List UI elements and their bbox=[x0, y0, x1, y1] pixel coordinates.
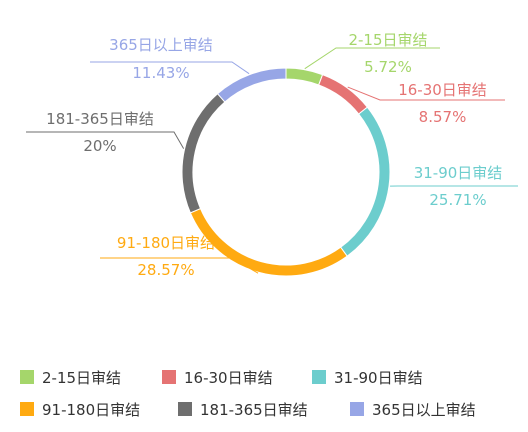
slice-0[interactable] bbox=[285, 67, 324, 86]
legend-item-3[interactable]: 91-180日审结 bbox=[20, 401, 140, 419]
slice-2[interactable] bbox=[339, 106, 391, 257]
slice-label-category-5: 365日以上审结 bbox=[109, 36, 213, 54]
slice-label-category-1: 16-30日审结 bbox=[398, 81, 487, 99]
legend: 2-15日审结 16-30日审结 31-90日审结 91-180日审结 181-365日… bbox=[20, 369, 476, 419]
slice-label-category-3: 91-180日审结 bbox=[117, 234, 215, 252]
slice-4[interactable] bbox=[181, 92, 226, 214]
slice-1[interactable] bbox=[318, 74, 369, 115]
legend-swatch-1 bbox=[162, 370, 176, 384]
legend-item-1[interactable]: 16-30日审结 bbox=[162, 369, 273, 387]
legend-item-5[interactable]: 365日以上审结 bbox=[350, 401, 476, 419]
legend-swatch-0 bbox=[20, 370, 34, 384]
slice-label-category-0: 2-15日审结 bbox=[348, 31, 427, 49]
legend-swatch-3 bbox=[20, 402, 34, 416]
legend-label-1: 16-30日审结 bbox=[184, 369, 273, 387]
slice-5[interactable] bbox=[216, 67, 287, 103]
slices-layer bbox=[181, 67, 391, 277]
legend-label-0: 2-15日审结 bbox=[42, 369, 121, 387]
leader-line-1 bbox=[347, 86, 505, 101]
slice-label-category-2: 31-90日审结 bbox=[414, 164, 503, 182]
leader-line-0 bbox=[304, 47, 440, 70]
leader-line-4 bbox=[26, 131, 185, 149]
slice-label-category-4: 181-365日审结 bbox=[46, 110, 154, 128]
slice-label-percent-3: 28.57% bbox=[137, 261, 194, 279]
legend-label-3: 91-180日审结 bbox=[42, 401, 140, 419]
leader-line-3 bbox=[100, 257, 259, 274]
legend-label-4: 181-365日审结 bbox=[200, 401, 308, 419]
slice-label-percent-0: 5.72% bbox=[364, 58, 412, 76]
legend-swatch-5 bbox=[350, 402, 364, 416]
legend-swatch-4 bbox=[178, 402, 192, 416]
legend-item-2[interactable]: 31-90日审结 bbox=[312, 369, 423, 387]
leader-line-5 bbox=[90, 61, 250, 75]
slice-label-percent-2: 25.71% bbox=[429, 191, 486, 209]
legend-item-0[interactable]: 2-15日审结 bbox=[20, 369, 121, 387]
legend-label-5: 365日以上审结 bbox=[372, 401, 476, 419]
labels-layer: 2-15日审结 5.72% 16-30日审结 8.57% 31-90日审结 25.71% 9… bbox=[46, 31, 502, 279]
slice-label-percent-4: 20% bbox=[83, 137, 116, 155]
legend-item-4[interactable]: 181-365日审结 bbox=[178, 401, 308, 419]
legend-swatch-2 bbox=[312, 370, 326, 384]
leader-lines-layer bbox=[26, 47, 518, 274]
slice-label-percent-5: 11.43% bbox=[132, 64, 189, 82]
legend-label-2: 31-90日审结 bbox=[334, 369, 423, 387]
slice-label-percent-1: 8.57% bbox=[419, 108, 467, 126]
